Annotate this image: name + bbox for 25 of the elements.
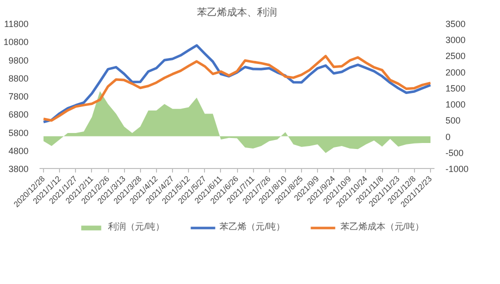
y2-tick-label: 2000: [446, 67, 466, 78]
y-tick-label: 9800: [8, 55, 29, 66]
y2-tick-label: 3000: [446, 35, 466, 46]
y-tick-label: 6800: [8, 110, 29, 120]
y-tick-label: 10800: [3, 37, 29, 48]
y2-tick-label: -1000: [446, 164, 469, 174]
y2-tick-label: 3500: [446, 19, 466, 29]
y-tick-label: 3800: [8, 164, 29, 174]
y2-tick-label: 1000: [446, 100, 466, 110]
y-tick-label: 7800: [8, 92, 29, 102]
line-series: [42, 44, 432, 124]
y-tick-label: 11800: [4, 19, 28, 29]
y2-tick-label: 1500: [446, 83, 466, 94]
chart-title: 苯乙烯成本、利润: [197, 6, 277, 18]
y2-tick-label: 2500: [446, 51, 466, 62]
legend-label: 苯乙烯成本（元/吨）: [340, 220, 424, 234]
legend-label: 苯乙烯（元/吨）: [220, 220, 286, 234]
line-series: [42, 54, 432, 122]
y2-tick-label: -500: [446, 148, 464, 158]
y-tick-label: 4800: [8, 146, 29, 156]
legend-label: 利润（元/吨）: [108, 220, 165, 234]
y2-tick-label: 0: [446, 132, 451, 142]
y2-tick-label: 500: [446, 116, 461, 126]
y-tick-label: 8800: [8, 73, 29, 84]
y-tick-label: 5800: [8, 128, 29, 138]
